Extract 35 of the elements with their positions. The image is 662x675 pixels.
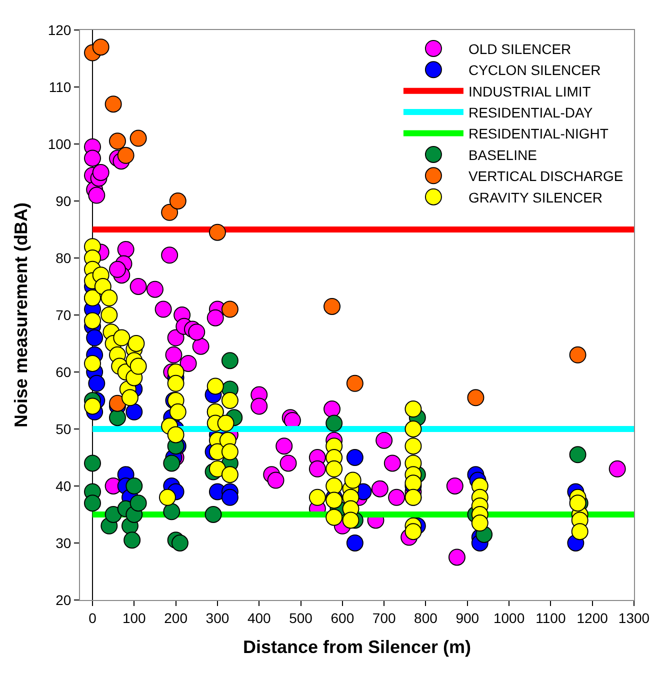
y-tick-label: 120 bbox=[48, 22, 72, 38]
x-tick-label: 1000 bbox=[493, 610, 525, 626]
y-tick-label: 110 bbox=[48, 78, 72, 95]
legend-label: CYCLON SILENCER bbox=[468, 62, 601, 78]
x-tick-label: 900 bbox=[456, 610, 480, 626]
legend-label: RESIDENTIAL-NIGHT bbox=[468, 126, 609, 142]
x-tick-label: 1200 bbox=[576, 610, 608, 626]
x-tick-label: 200 bbox=[164, 610, 188, 626]
y-tick-label: 80 bbox=[56, 250, 72, 266]
y-tick-label: 40 bbox=[56, 478, 72, 494]
y-tick-label: 60 bbox=[56, 364, 72, 380]
legend-label: VERTICAL DISCHARGE bbox=[468, 168, 624, 184]
x-axis-title: Distance from Silencer (m) bbox=[242, 636, 472, 657]
x-tick-label: 1300 bbox=[618, 610, 650, 626]
x-tick-label: 1100 bbox=[536, 610, 566, 626]
y-tick-label: 30 bbox=[56, 534, 72, 551]
legend-label: RESIDENTIAL-DAY bbox=[468, 104, 594, 121]
legend-label: BASELINE bbox=[468, 146, 537, 163]
legend-label: OLD SILENCER bbox=[468, 40, 572, 57]
x-tick-label: 0 bbox=[88, 610, 97, 626]
legend-label: INDUSTRIAL LIMIT bbox=[468, 83, 592, 100]
y-tick-label: 90 bbox=[56, 192, 72, 209]
x-tick-label: 100 bbox=[122, 610, 146, 626]
x-tick-label: 800 bbox=[414, 610, 438, 626]
x-tick-label: 600 bbox=[330, 610, 354, 626]
y-axis-title: Noise measurement (dBA) bbox=[11, 202, 32, 428]
y-tick-label: 50 bbox=[56, 420, 72, 437]
x-tick-label: 700 bbox=[372, 610, 396, 626]
legend-label: GRAVITY SILENCER bbox=[468, 189, 603, 206]
x-tick-label: 400 bbox=[247, 610, 272, 626]
y-tick-label: 70 bbox=[56, 306, 72, 323]
y-tick-label: 20 bbox=[56, 592, 72, 608]
y-tick-label: 100 bbox=[48, 136, 72, 152]
x-tick-label: 500 bbox=[289, 610, 313, 626]
x-tick-label: 300 bbox=[206, 610, 230, 626]
